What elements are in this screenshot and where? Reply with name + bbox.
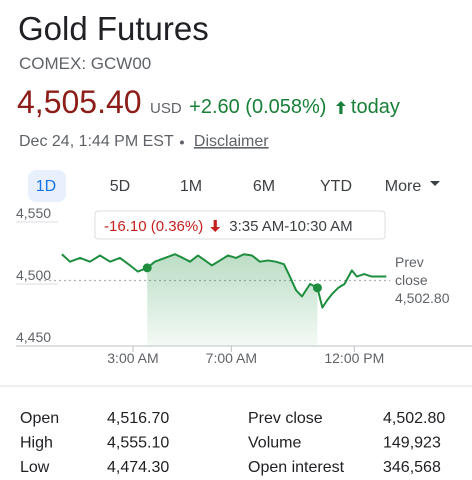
range-tabs: 1D 5D 1M 6M YTD More: [28, 170, 440, 202]
stat-label: Low: [20, 459, 50, 476]
stat-value: 4,516.70: [107, 410, 169, 427]
tab[interactable]: 1D: [36, 178, 56, 195]
stat-value: 4,502.80: [383, 410, 445, 427]
exchange: COMEX: GCW00: [19, 54, 151, 73]
tab[interactable]: 5D: [110, 178, 130, 195]
prev-close-value: 4,502.80: [395, 290, 450, 306]
currency: USD: [150, 100, 182, 117]
price-line: [61, 253, 387, 309]
dropdown-icon: [430, 181, 440, 186]
y-tick-label: 4,450: [16, 329, 51, 345]
prev-close-title: close: [395, 272, 428, 288]
annotation-change: -16.10 (0.36%): [104, 218, 203, 235]
prev-close-title: Prev: [395, 254, 424, 270]
highlight-area: [147, 254, 318, 346]
x-tick-label: 3:00 AM: [107, 350, 158, 366]
x-tick-label: 7:00 AM: [206, 350, 257, 366]
title: Gold Futures: [18, 10, 209, 47]
x-tick-label: 12:00 PM: [324, 350, 384, 366]
stat-label: High: [20, 435, 53, 452]
price-row: 4,505.40 USD +2.60 (0.058%) today: [17, 84, 400, 120]
tab[interactable]: 6M: [253, 178, 275, 195]
stat-value: 149,923: [383, 435, 441, 452]
stat-label: Volume: [248, 435, 301, 452]
stat-value: 4,555.10: [107, 435, 169, 452]
up-arrow-icon: [335, 101, 346, 114]
timestamp-row: Dec 24, 1:44 PM EST Disclaimer: [19, 133, 269, 150]
tab[interactable]: 1M: [180, 178, 202, 195]
stat-label: Open: [20, 410, 59, 427]
chart: 4,450 4,500 4,550 3:00 AM 7:00 AM 12:00 PM Pre…: [16, 205, 472, 366]
tab[interactable]: More: [385, 178, 422, 195]
stat-value: 4,474.30: [107, 459, 169, 476]
period: today: [351, 96, 400, 118]
stats-table: Open 4,516.70 Prev close 4,502.80 High 4,555.…: [20, 410, 445, 476]
y-tick-label: 4,500: [16, 267, 51, 283]
disclaimer-link[interactable]: Disclaimer: [194, 133, 269, 150]
stat-label: Prev close: [248, 410, 323, 427]
tab[interactable]: YTD: [320, 178, 352, 195]
down-arrow-icon: [210, 220, 221, 232]
stat-value: 346,568: [383, 459, 441, 476]
range-marker: [142, 263, 152, 273]
tab-selected-bg: [28, 170, 66, 202]
y-tick-label: 4,550: [16, 205, 51, 221]
annotation-box: [94, 210, 386, 240]
range-marker: [312, 283, 322, 293]
change: +2.60 (0.058%): [189, 96, 326, 118]
separator-dot: [179, 140, 184, 145]
price: 4,505.40: [17, 84, 142, 120]
stat-label: Open interest: [248, 459, 345, 476]
annotation-range: 3:35 AM-10:30 AM: [229, 218, 352, 235]
timestamp: Dec 24, 1:44 PM EST: [19, 133, 174, 150]
